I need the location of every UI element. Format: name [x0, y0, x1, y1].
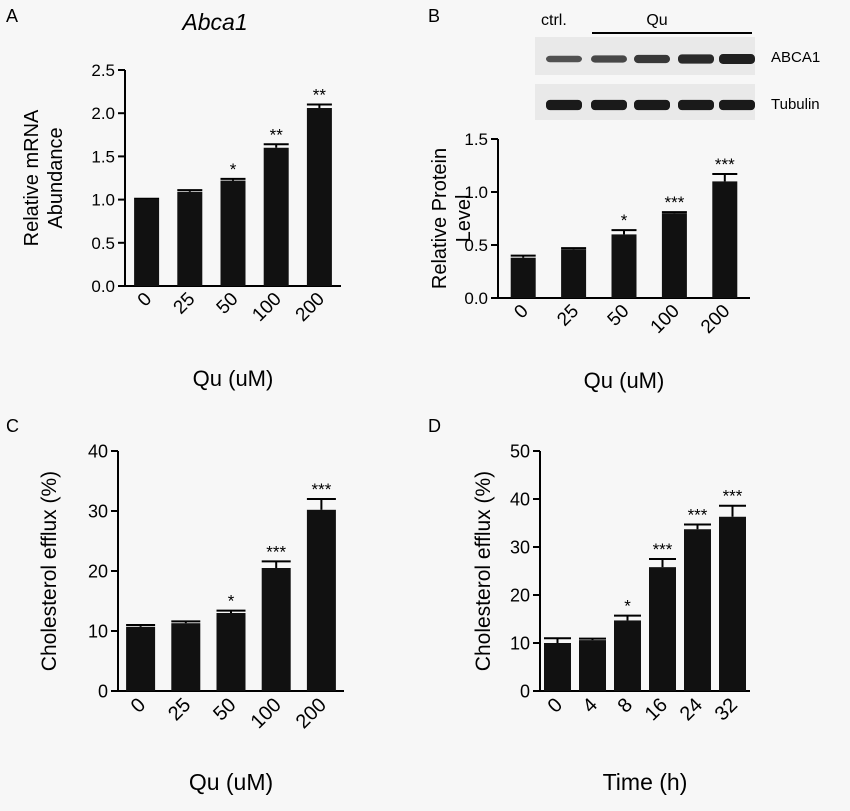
bar	[220, 180, 246, 286]
bar	[261, 568, 291, 691]
y-tick-label: 0.0	[464, 289, 488, 308]
blot-row: Tubulin	[535, 84, 820, 120]
bar	[611, 234, 637, 298]
bar	[719, 516, 746, 691]
blot-row-label: ABCA1	[771, 49, 820, 66]
y-tick-label: 40	[88, 441, 108, 461]
y-axis-label: Relative Protein	[429, 148, 451, 289]
blot-band	[546, 99, 582, 111]
significance-marker: ***	[266, 542, 286, 561]
significance-marker: ***	[715, 155, 735, 174]
y-axis-label: Abundance	[45, 127, 67, 228]
bar	[561, 249, 587, 298]
blot-band	[634, 54, 670, 64]
y-tick-label: 40	[510, 489, 530, 509]
y-tick-label: 1.5	[464, 130, 488, 149]
bar	[712, 181, 738, 298]
significance-marker: ***	[688, 505, 708, 524]
blot-row: ABCA1	[535, 37, 820, 75]
y-axis-label: Cholesterol efflux (%)	[472, 471, 495, 671]
y-tick-label: 0	[98, 681, 108, 701]
bar	[263, 147, 289, 286]
y-tick-label: 2.5	[91, 61, 115, 80]
significance-marker: *	[230, 160, 237, 179]
blot-ctrl-label: ctrl.	[541, 12, 567, 29]
y-tick-label: 1.5	[91, 147, 115, 166]
blot-band	[634, 99, 670, 111]
blot-band	[719, 99, 755, 111]
bar	[171, 623, 201, 691]
y-axis-label: Relative mRNA	[21, 109, 43, 246]
bar	[126, 626, 156, 691]
panel-letter-d: D	[428, 416, 441, 436]
significance-marker: ***	[653, 540, 673, 559]
y-tick-label: 2.0	[91, 104, 115, 123]
significance-marker: *	[621, 211, 628, 230]
panel-letter-a: A	[6, 6, 18, 26]
bar	[306, 509, 336, 691]
bar	[649, 567, 676, 691]
blot-treatment-label: Qu	[646, 12, 667, 29]
x-axis-label: Time (h)	[603, 769, 688, 795]
y-tick-label: 1.0	[91, 191, 115, 210]
significance-marker: ***	[664, 193, 684, 212]
y-tick-label: 30	[510, 537, 530, 557]
y-tick-label: 50	[510, 441, 530, 461]
significance-marker: ***	[723, 487, 743, 506]
bar	[614, 620, 641, 691]
blot-band	[591, 55, 627, 63]
y-tick-label: 0.5	[91, 234, 115, 253]
bar	[661, 213, 687, 298]
y-tick-label: 1.0	[464, 183, 488, 202]
x-axis-label: Qu (uM)	[189, 769, 273, 795]
bar	[216, 613, 246, 691]
bar	[579, 640, 606, 691]
y-tick-label: 0.0	[91, 277, 115, 296]
bar	[544, 643, 571, 691]
significance-marker: *	[228, 592, 235, 611]
bar	[177, 191, 203, 286]
bar	[134, 199, 160, 286]
bar	[684, 529, 711, 691]
x-axis-label: Qu (uM)	[584, 368, 665, 393]
panel-letter-c: C	[6, 416, 19, 436]
y-tick-label: 20	[88, 561, 108, 581]
blot-band	[678, 54, 714, 64]
western-blot: ctrl. Qu ABCA1 Tubulin	[535, 12, 820, 120]
y-axis-label: Level	[453, 195, 475, 243]
significance-marker: **	[313, 86, 327, 105]
blot-row-label: Tubulin	[771, 96, 820, 113]
blot-band	[719, 54, 755, 64]
bar	[510, 257, 536, 298]
blot-band	[678, 99, 714, 111]
x-axis-label: Qu (uM)	[193, 366, 274, 391]
blot-rows: ABCA1 Tubulin	[535, 37, 820, 120]
significance-marker: *	[624, 597, 631, 616]
blot-band	[591, 99, 627, 111]
bar	[306, 108, 332, 287]
y-tick-label: 30	[88, 501, 108, 521]
chart-title: Abca1	[180, 9, 247, 35]
y-tick-label: 0	[520, 681, 530, 701]
panel-letter-b: B	[428, 6, 440, 26]
y-tick-label: 10	[88, 621, 108, 641]
significance-marker: ***	[311, 480, 331, 499]
significance-marker: **	[270, 125, 284, 144]
y-tick-label: 10	[510, 633, 530, 653]
y-tick-label: 0.5	[464, 236, 488, 255]
y-axis-label: Cholesterol efflux (%)	[38, 471, 61, 671]
y-tick-label: 20	[510, 585, 530, 605]
blot-band	[546, 55, 582, 63]
